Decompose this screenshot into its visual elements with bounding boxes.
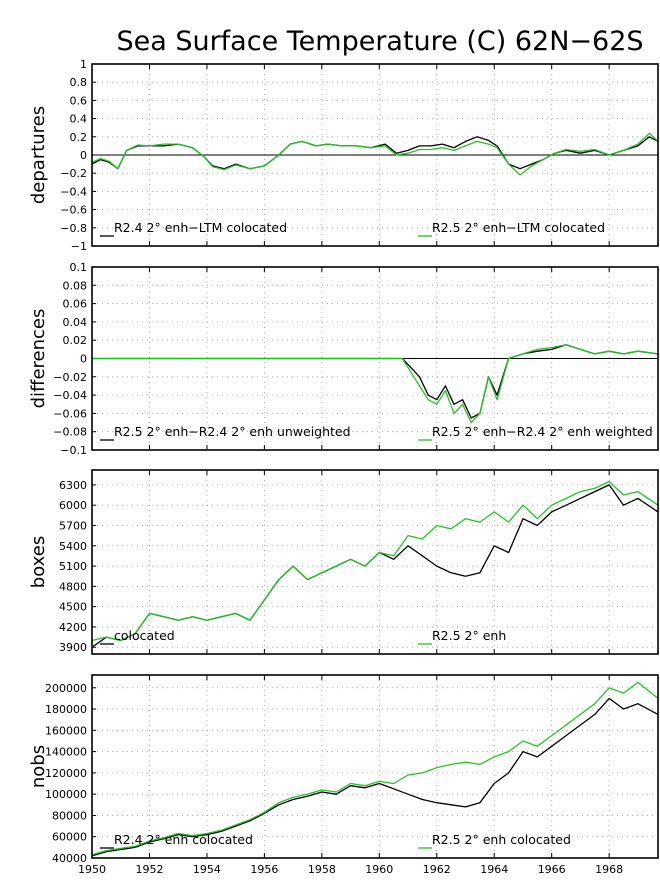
y-tick-label: 6000: [59, 499, 87, 512]
y-tick-label: 5100: [59, 560, 87, 573]
plot-frame: [91, 674, 659, 859]
series-line-1: [91, 136, 659, 170]
x-tick-label: 1964: [480, 863, 508, 876]
x-tick-label: 1968: [595, 863, 623, 876]
y-tick-label: 0.08: [63, 279, 88, 292]
y-tick-label: 3900: [59, 641, 87, 654]
y-tick-label: 0.4: [70, 113, 88, 126]
y-tick-label: 80000: [52, 809, 87, 822]
legend-label-2: R2.5 2° enh−R2.4 2° enh weighted: [432, 424, 653, 439]
y-tick-label: −0.2: [60, 167, 87, 180]
y-axis-label: departures: [28, 106, 49, 204]
y-tick-label: 0.02: [63, 334, 88, 347]
y-tick-label: 1: [80, 58, 87, 71]
y-tick-label: 4500: [59, 601, 87, 614]
legend-label-2: R2.5 2° enh−LTM colocated: [432, 220, 605, 235]
y-tick-label: 200000: [45, 682, 87, 695]
y-tick-label: 0.1: [70, 261, 88, 274]
y-tick-label: −0.8: [60, 222, 87, 235]
x-tick-label: 1956: [250, 863, 278, 876]
y-axis-label: boxes: [28, 536, 49, 588]
x-tick-label: 1958: [308, 863, 336, 876]
y-tick-label: 0.04: [63, 316, 88, 329]
x-tick-label: 1962: [423, 863, 451, 876]
y-tick-label: −0.4: [60, 185, 87, 198]
y-tick-label: −0.6: [60, 204, 87, 217]
plot-frame: [91, 63, 659, 247]
y-tick-label: 0.06: [63, 298, 88, 311]
x-tick-label: 1950: [78, 863, 106, 876]
x-tick-label: 1952: [135, 863, 163, 876]
y-tick-label: 5400: [59, 540, 87, 553]
y-tick-label: 6300: [59, 479, 87, 492]
y-tick-label: 100000: [45, 788, 87, 801]
y-tick-label: −0.06: [53, 407, 87, 420]
y-tick-label: 120000: [45, 767, 87, 780]
y-tick-label: 5700: [59, 519, 87, 532]
series-line-2: [91, 480, 659, 642]
y-tick-label: 180000: [45, 703, 87, 716]
x-tick-label: 1954: [193, 863, 221, 876]
y-tick-label: −0.02: [53, 371, 87, 384]
series-line-2: [91, 132, 659, 176]
y-tick-label: 4200: [59, 621, 87, 634]
y-tick-label: 60000: [52, 831, 87, 844]
y-tick-label: 0.6: [70, 94, 88, 107]
legend-label-2: R2.5 2° enh: [432, 628, 506, 643]
plot-frame: [91, 469, 659, 655]
y-tick-label: 0.2: [70, 131, 88, 144]
y-tick-label: 40000: [52, 852, 87, 865]
x-tick-label: 1960: [365, 863, 393, 876]
series-line-2: [91, 681, 659, 856]
x-tick-label: 1966: [538, 863, 566, 876]
y-tick-label: −0.04: [53, 389, 87, 402]
y-tick-label: 0.8: [70, 76, 88, 89]
plot-frame: [91, 266, 659, 451]
y-axis-label: differences: [28, 309, 49, 409]
y-axis-label: nobs: [28, 745, 49, 788]
y-tick-label: 140000: [45, 746, 87, 759]
y-tick-label: 0: [80, 149, 87, 162]
series-line-1: [91, 484, 659, 648]
legend-label-1: R2.5 2° enh−R2.4 2° enh unweighted: [114, 424, 351, 439]
legend-label-2: R2.5 2° enh colocated: [432, 832, 571, 847]
y-tick-label: 0: [80, 353, 87, 366]
series-line-1: [92, 344, 659, 419]
legend-label-1: R2.4 2° enh colocated: [114, 832, 253, 847]
y-tick-label: −0.1: [60, 444, 87, 457]
chart-title: Sea Surface Temperature (C) 62N−62S: [116, 26, 643, 57]
legend-label-1: colocated: [114, 628, 175, 643]
series-line-2: [92, 344, 659, 424]
series-line-1: [91, 697, 659, 857]
y-tick-label: −0.08: [53, 426, 87, 439]
y-tick-label: 160000: [45, 724, 87, 737]
legend-label-1: R2.4 2° enh−LTM colocated: [114, 220, 287, 235]
y-tick-label: 4800: [59, 580, 87, 593]
y-tick-label: −1: [71, 240, 87, 253]
